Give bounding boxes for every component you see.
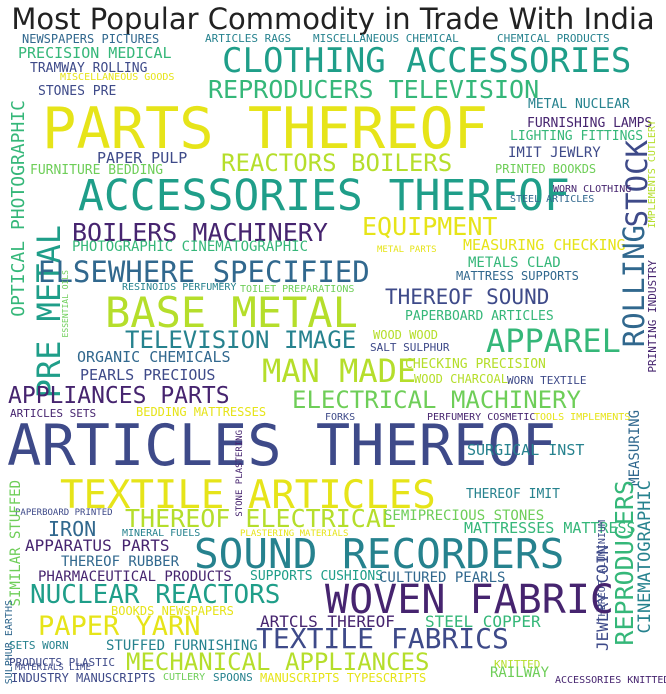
cloud-word: ELSEWHERE SPECIFIED (38, 255, 370, 289)
cloud-word: CHECKING PRECISION (405, 357, 546, 372)
cloud-word: BASE METAL (105, 288, 358, 337)
cloud-word: ARTICLES RAGS (205, 32, 292, 45)
cloud-word: APPAREL (486, 322, 621, 360)
cloud-word: ARTCLS THEREOF (260, 612, 395, 631)
cloud-word: IMIT JEWLRY (508, 145, 601, 161)
cloud-word: BOILERS MACHINERY (72, 218, 328, 247)
cloud-word: LIGHTING FITTINGS (510, 129, 644, 144)
cloud-word: OPTICAL PHOTOGRAPHIC (8, 100, 29, 317)
cloud-word: ORGANIC CHEMICALS (77, 348, 231, 366)
cloud-word: ELECTRICAL MACHINERY (292, 386, 581, 414)
cloud-word: PARTS THEREOF (42, 96, 489, 162)
cloud-word: PHOTOGRAPHIC CINEMATOGRAPHIC (72, 239, 309, 255)
cloud-word: THEREOF RUBBER (61, 554, 180, 570)
cloud-word: SOUND RECORDERS (194, 530, 565, 578)
cloud-word: PRINTED BOOKDS (495, 162, 597, 176)
cloud-word: METAL PARTS (377, 245, 437, 255)
cloud-word: WOOD WOOD (373, 328, 439, 342)
cloud-word: SEMIPRECIOUS STONES (384, 508, 545, 524)
cloud-word: SETS WORN (9, 639, 69, 652)
cloud-word: TRAMWAY ROLLING (30, 61, 148, 76)
cloud-word: STONES PRE (38, 84, 117, 99)
cloud-word: MEASURING CHECKING (463, 236, 626, 254)
cloud-word: APPLIANCES PARTS (8, 383, 230, 409)
cloud-word: EQUIPMENT (362, 212, 498, 241)
cloud-word: THEREOF SOUND (385, 285, 550, 309)
cloud-word: BOOKDS NEWSPAPERS (111, 604, 234, 618)
cloud-word: MATERIALS LIME (15, 663, 91, 673)
cloud-word: TELEVISION IMAGE (125, 326, 357, 354)
cloud-word: CUTLERY (163, 672, 206, 683)
cloud-word: SALT SULPHUR (370, 341, 450, 354)
cloud-word: PERFUMERY COSMETIC (427, 412, 536, 423)
cloud-word: CINEMATOGRAPHIC (635, 480, 655, 634)
cloud-word: ARTICLES SETS (10, 407, 97, 420)
cloud-word: RESINOIDS PERFUMERY (122, 282, 237, 293)
cloud-word: TEXTILE ARTICLES (60, 473, 436, 518)
cloud-word: CLOTHING ACCESSORIES (222, 41, 632, 81)
cloud-word: SURGICAL INST (467, 441, 585, 459)
cloud-word: IRON (48, 517, 97, 541)
cloud-word: PEARLS PRECIOUS (80, 366, 216, 384)
cloud-word: KNITTED (494, 658, 541, 671)
cloud-word: PHARMACEUTICAL PRODUCTS (38, 569, 232, 585)
cloud-word: STUFFED FURNISHING (106, 638, 258, 654)
cloud-word: BEDDING MATTRESSES (136, 405, 267, 419)
cloud-word: PRECISION MEDICAL (18, 44, 172, 62)
cloud-word: REPRODUCERS TELEVISION (208, 75, 540, 104)
cloud-word: PRINTING INDUSTRY (646, 260, 659, 373)
cloud-word: PAPER PULP (97, 149, 188, 167)
cloud-word: PAPERBOARD PRINTED (15, 508, 113, 518)
cloud-word: METAL NUCLEAR (528, 97, 630, 112)
cloud-word: FURNISHING LAMPS (527, 116, 653, 131)
cloud-word: SUPPORTS CUSHIONS (250, 569, 384, 584)
cloud-word: MATTRESSES MATTRESS (464, 519, 636, 537)
cloud-word: APPARATUS PARTS (25, 536, 170, 555)
cloud-word: ROLLING (617, 225, 651, 348)
cloud-word: STEEL ARTICLES (510, 194, 595, 205)
cloud-word: FURNITURE BEDDING (30, 163, 164, 178)
cloud-word: ACCESSORIES THEREOF (78, 171, 570, 221)
cloud-word: PAPER YARN (38, 611, 201, 642)
cloud-word: WOOD CHARCOAL (414, 372, 508, 386)
cloud-word: TOOLS IMPLEMENTS (534, 412, 631, 423)
cloud-word: MANUSCRIPTS TYPESCRIPTS (260, 671, 427, 685)
cloud-word: ESSENTIAL OILS (61, 270, 70, 338)
cloud-word: FORKS (325, 412, 356, 423)
cloud-word: MAN MADE (262, 352, 417, 390)
cloud-word: TEXTILE FABRICS (256, 622, 509, 655)
cloud-word: MECHANICAL APPLIANCES (126, 648, 430, 676)
cloud-word: STEEL COPPER (425, 612, 541, 631)
cloud-word: THEREOF ELECTRICAL (125, 504, 396, 533)
cloud-word: MINERAL FUELS (122, 528, 201, 539)
cloud-word: RAILWAY (490, 665, 550, 681)
cloud-word: MATTRESS SUPPORTS (456, 269, 579, 283)
cloud-word: ARTICLES THEREOF (7, 413, 557, 479)
cloud-word: ACCESSORIES KNITTED (555, 675, 666, 686)
cloud-word: REACTORS BOILERS (221, 149, 453, 177)
cloud-word: METALS CLAD (468, 255, 561, 271)
cloud-word: NUCLEAR REACTORS (30, 580, 281, 610)
chart-title: Most Popular Commodity in Trade With Ind… (11, 2, 655, 36)
cloud-word: WORN CLOTHING (553, 184, 632, 195)
cloud-word: INDUSTRY MANUSCRIPTS (11, 671, 156, 685)
cloud-word: THEREOF IMIT (466, 487, 560, 502)
cloud-word: MISCELLANEOUS GOODS (60, 72, 175, 83)
cloud-word: MEASURING (627, 410, 643, 486)
cloud-word: PRODUCTS PLASTIC (9, 656, 115, 669)
cloud-word: SPOONS (213, 671, 253, 684)
cloud-word: CULTURED PEARLS (379, 570, 506, 586)
cloud-word: MISCELLANEOUS CHEMICAL (313, 32, 459, 45)
cloud-word: CHEMICAL PRODUCTS (497, 32, 610, 45)
cloud-word: SIMILAR STUFFED (8, 480, 24, 607)
cloud-word: WORN TEXTILE (507, 374, 587, 387)
cloud-word: PAPERBOARD ARTICLES (405, 309, 554, 324)
cloud-word: PLASTERING MATERIALS (240, 529, 349, 539)
cloud-word: WOVEN FABRIC (325, 577, 614, 623)
cloud-word: TOILET PREPARATIONS (240, 284, 355, 295)
cloud-word: REPRODUCERS (610, 480, 639, 646)
cloud-word: NEWSPAPERS PICTURES (22, 32, 160, 46)
